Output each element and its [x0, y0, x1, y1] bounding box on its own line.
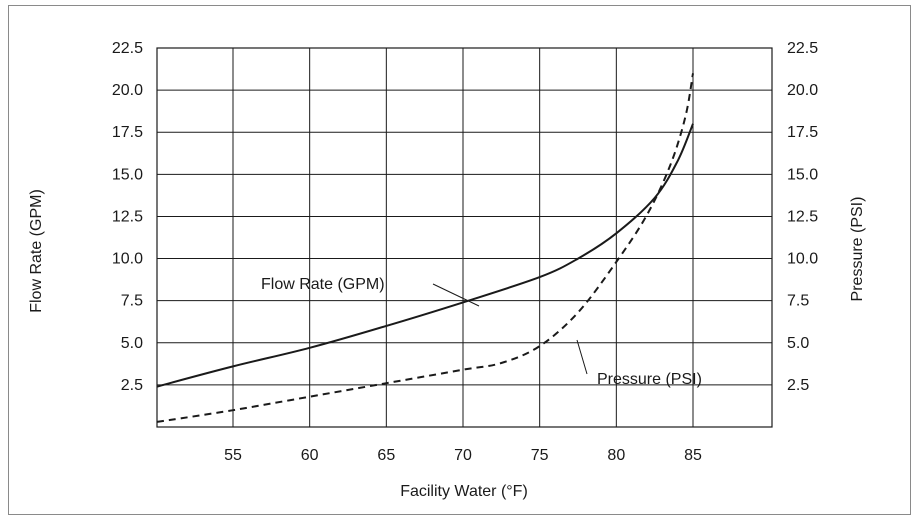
x-tick-label: 80 [607, 447, 625, 464]
right-y-axis-title: Pressure (PSI) [849, 197, 866, 302]
pressure-leader-line [576, 339, 588, 375]
left-y-tick-label: 20.0 [112, 82, 143, 99]
chart-frame: 55 60 65 70 75 80 85 2.5 5.0 7.5 10.0 12.5 15.0 17.5 2… [8, 5, 911, 515]
right-y-tick-label: 15.0 [787, 166, 818, 183]
series-lines [156, 73, 694, 423]
right-y-tick-label: 12.5 [787, 208, 818, 225]
x-tick-label: 85 [684, 447, 702, 464]
tick-labels: 55 60 65 70 75 80 85 2.5 5.0 7.5 10.0 12.5 15.0 17.5 2… [112, 40, 818, 464]
left-y-tick-label: 22.5 [112, 40, 143, 57]
flow-rate-line [156, 123, 694, 388]
x-tick-label: 55 [224, 447, 242, 464]
right-y-tick-label: 17.5 [787, 124, 818, 141]
left-y-tick-label: 12.5 [112, 208, 143, 225]
annotations: Flow Rate (GPM) Pressure (PSI) [261, 276, 702, 388]
left-y-tick-label: 7.5 [121, 293, 143, 310]
grid-lines [156, 47, 773, 428]
flow-rate-leader-line [432, 283, 480, 307]
right-y-tick-label: 10.0 [787, 251, 818, 268]
left-y-tick-label: 17.5 [112, 124, 143, 141]
flow-rate-annotation: Flow Rate (GPM) [261, 276, 385, 293]
x-tick-label: 70 [454, 447, 472, 464]
left-y-tick-label: 15.0 [112, 166, 143, 183]
left-y-tick-label: 10.0 [112, 251, 143, 268]
pressure-annotation: Pressure (PSI) [597, 371, 702, 388]
x-tick-label: 75 [531, 447, 549, 464]
x-axis-title: Facility Water (°F) [400, 483, 528, 500]
x-tick-label: 60 [301, 447, 319, 464]
left-y-tick-label: 5.0 [121, 335, 143, 352]
right-y-tick-label: 5.0 [787, 335, 809, 352]
left-y-axis-title: Flow Rate (GPM) [28, 189, 45, 313]
right-y-tick-label: 7.5 [787, 293, 809, 310]
right-y-tick-label: 20.0 [787, 82, 818, 99]
flow-pressure-chart: 55 60 65 70 75 80 85 2.5 5.0 7.5 10.0 12.5 15.0 17.5 2… [28, 40, 866, 500]
x-tick-label: 65 [377, 447, 395, 464]
left-y-tick-label: 2.5 [121, 377, 143, 394]
right-y-tick-label: 2.5 [787, 377, 809, 394]
pressure-line [156, 73, 694, 423]
right-y-tick-label: 22.5 [787, 40, 818, 57]
